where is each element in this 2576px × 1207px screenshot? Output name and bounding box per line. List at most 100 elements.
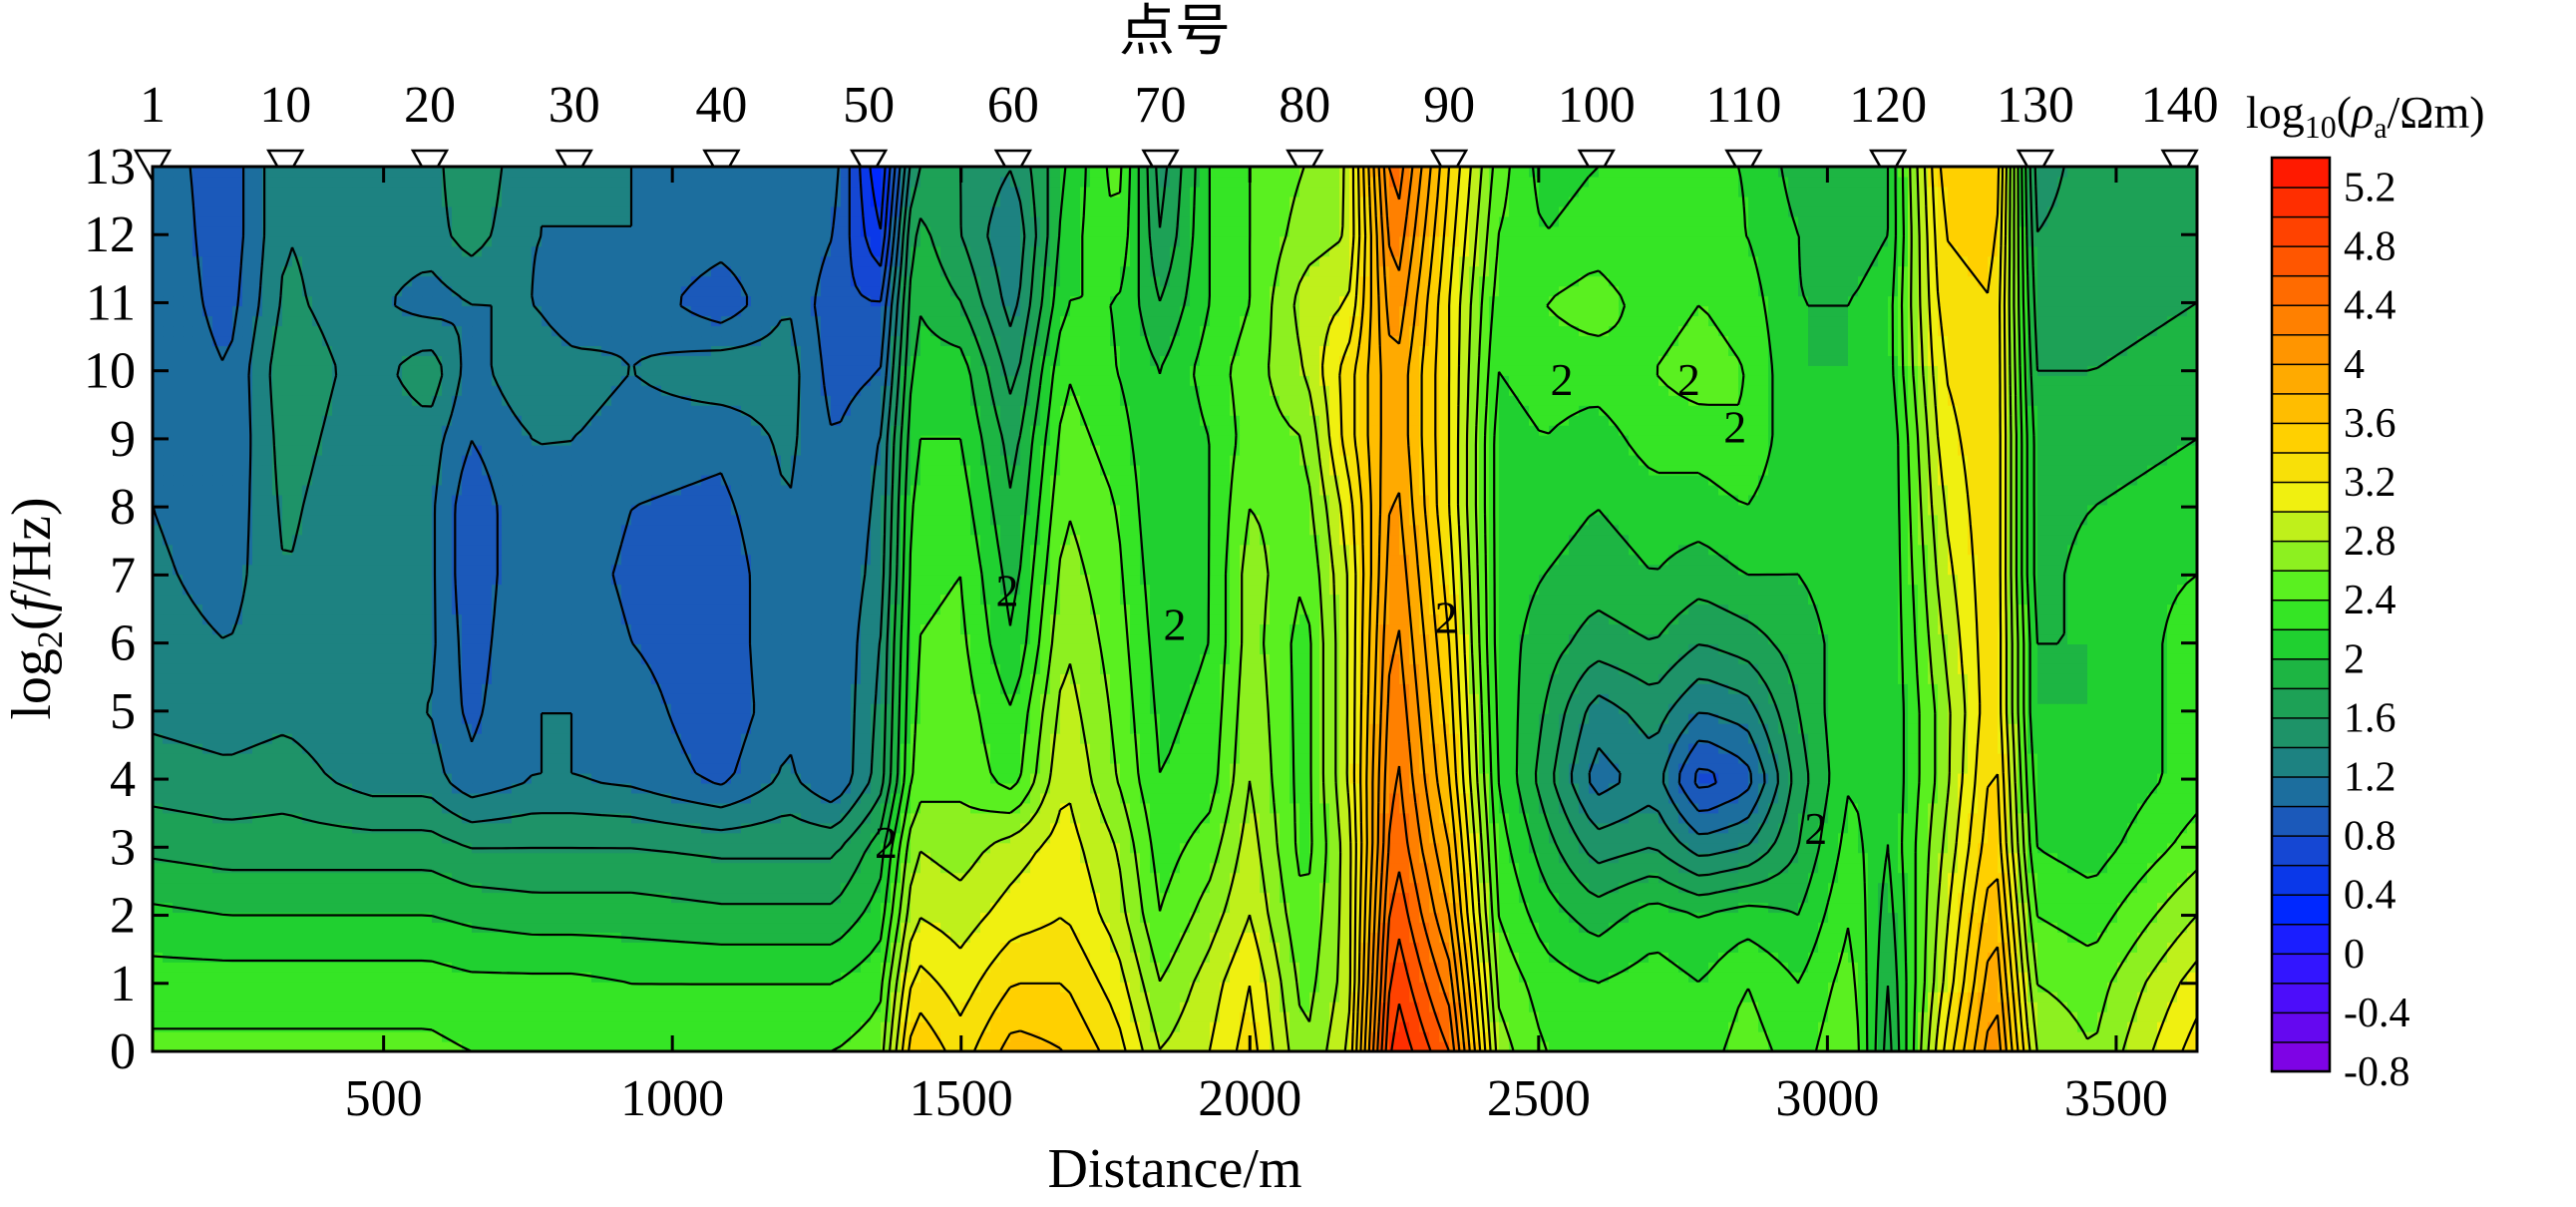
field-cell (940, 812, 951, 824)
field-cell (751, 972, 762, 983)
field-cell (1339, 962, 1350, 973)
field-cell (901, 882, 912, 894)
field-cell (1868, 1002, 1879, 1012)
field-cell (1000, 932, 1011, 943)
field-cell (1240, 962, 1251, 973)
field-cell (2087, 902, 2098, 914)
field-cell (153, 1002, 164, 1012)
field-cell (561, 932, 572, 943)
field-cell (1020, 902, 1031, 914)
field-cell (2027, 962, 2038, 973)
field-cell (1828, 832, 1839, 844)
field-cell (1808, 912, 1819, 924)
field-cell (1629, 1021, 1640, 1032)
field-cell (1499, 892, 1510, 904)
field-cell (701, 842, 712, 854)
field-cell (192, 1002, 203, 1012)
field-cell (851, 972, 862, 983)
field-cell (1828, 1002, 1839, 1012)
field-cell (552, 832, 562, 844)
field-cell (163, 852, 174, 864)
field-cell (1878, 1011, 1889, 1022)
field-cell (1778, 942, 1789, 953)
field-cell (232, 802, 243, 814)
field-cell (1728, 1002, 1739, 1012)
field-cell (601, 802, 612, 814)
field-cell (920, 972, 931, 983)
field-cell (1399, 972, 1410, 983)
field-cell (442, 942, 453, 953)
field-cell (611, 972, 622, 983)
field-cell (911, 812, 921, 824)
field-cell (871, 982, 882, 993)
field-cell (1389, 852, 1400, 864)
field-cell (1200, 862, 1211, 874)
field-cell (452, 1011, 463, 1022)
field-cell (442, 1002, 453, 1012)
field-cell (1469, 852, 1480, 864)
field-cell (1080, 912, 1091, 924)
field-cell (1479, 832, 1490, 844)
field-cell (1868, 862, 1879, 874)
field-cell (691, 812, 702, 824)
field-cell (831, 882, 842, 894)
field-cell (721, 902, 732, 914)
field-cell (1938, 892, 1949, 904)
field-cell (2067, 892, 2078, 904)
field-cell (970, 972, 981, 983)
field-cell (1000, 1011, 1011, 1022)
field-cell (651, 952, 662, 963)
field-cell (1499, 982, 1510, 993)
field-cell (1968, 942, 1979, 953)
field-cell (1070, 832, 1081, 844)
field-cell (1010, 882, 1021, 894)
field-cell (871, 852, 882, 864)
field-cell (930, 832, 941, 844)
field-cell (1090, 902, 1101, 914)
field-cell (1728, 992, 1739, 1003)
field-cell (472, 852, 483, 864)
field-cell (1220, 912, 1231, 924)
field-cell (1200, 912, 1211, 924)
field-cell (1030, 962, 1041, 973)
field-cell (1778, 992, 1789, 1003)
field-cell (1369, 982, 1380, 993)
field-cell (452, 1041, 463, 1051)
field-cell (1100, 1041, 1111, 1051)
field-cell (771, 862, 782, 874)
field-cell (262, 1041, 273, 1051)
field-cell (1838, 842, 1849, 854)
field-cell (1080, 812, 1091, 824)
field-cell (601, 992, 612, 1003)
field-cell (1299, 892, 1310, 904)
field-cell (492, 942, 503, 953)
field-cell (1489, 892, 1500, 904)
field-cell (1718, 1011, 1729, 1022)
field-cell (2047, 992, 2058, 1003)
field-cell (183, 902, 193, 914)
field-cell (382, 942, 393, 953)
field-cell (1419, 1031, 1430, 1042)
field-cell (611, 862, 622, 874)
field-cell (2097, 842, 2108, 854)
field-cell (1878, 1031, 1889, 1042)
field-cell (512, 922, 523, 934)
field-cell (1230, 872, 1241, 884)
field-cell (442, 932, 453, 943)
field-cell (432, 932, 443, 943)
field-cell (911, 992, 921, 1003)
field-cell (1309, 932, 1320, 943)
field-cell (1289, 1011, 1300, 1022)
field-cell (1878, 962, 1889, 973)
field-cell (1529, 992, 1540, 1003)
field-cell (2077, 862, 2088, 874)
field-cell (212, 932, 223, 943)
field-cell (492, 1021, 503, 1032)
field-cell (372, 1002, 383, 1012)
field-cell (1838, 1011, 1849, 1022)
field-cell (173, 962, 184, 973)
field-cell (891, 892, 902, 904)
field-cell (1469, 1021, 1480, 1032)
field-cell (2087, 1041, 2098, 1051)
field-cell (192, 942, 203, 953)
